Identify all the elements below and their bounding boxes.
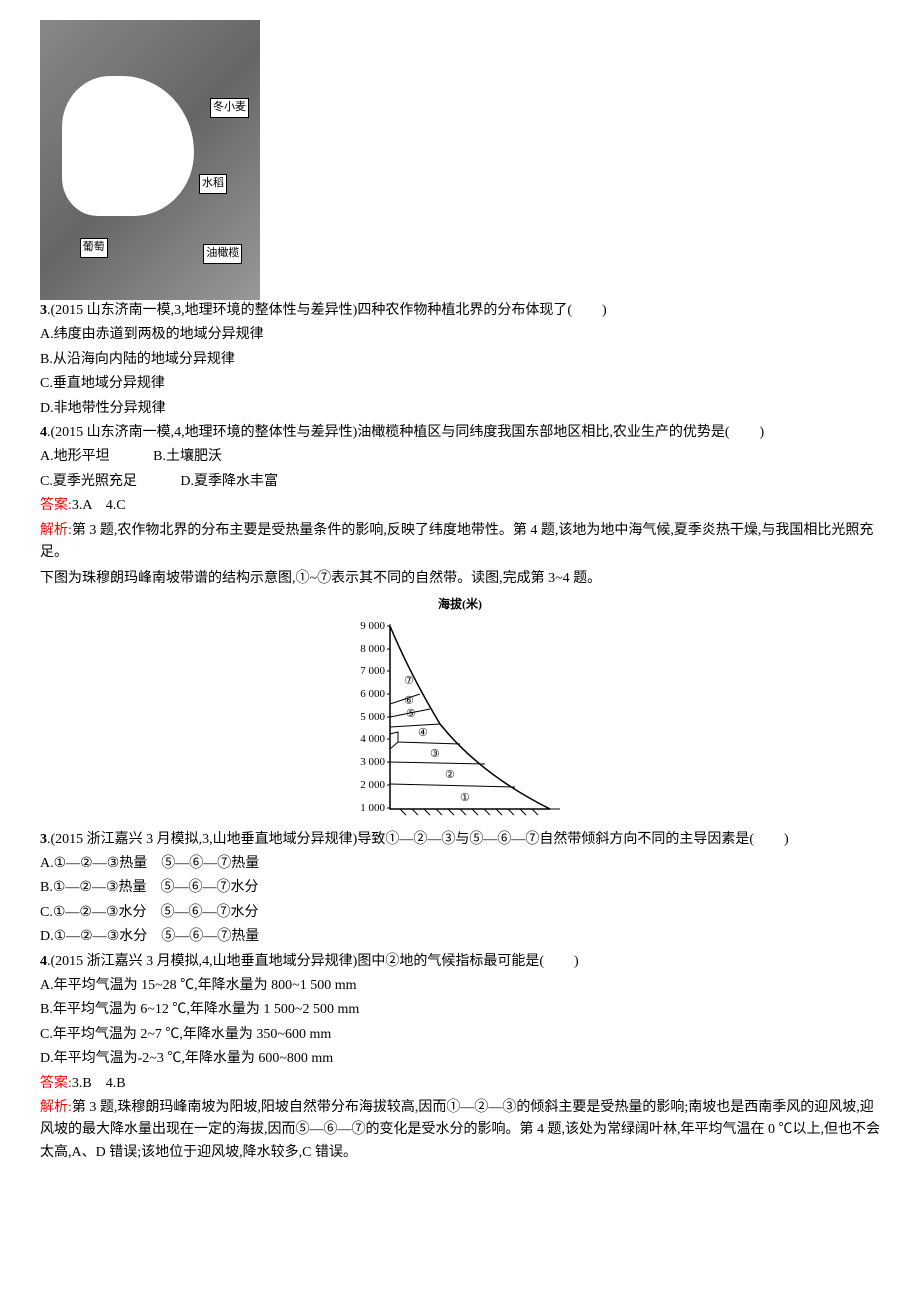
q4a-option-d: D.夏季降水丰富 <box>180 471 278 493</box>
map-label-wheat: 冬小麦 <box>210 98 249 118</box>
answer-block-1: 答案:3.A 4.C <box>40 495 880 517</box>
ytick-3000: 3 000 <box>360 756 385 768</box>
altitude-chart: 海拔(米) 9 000 8 000 7 000 6 000 5 000 4 00… <box>330 595 590 825</box>
q4a-source: (2015 山东济南一模,4,地理环境的整体性与差异性) <box>51 425 358 440</box>
ytick-7000: 7 000 <box>360 665 385 677</box>
q4b-number: 4 <box>40 954 47 969</box>
q3b-source: (2015 浙江嘉兴 3 月模拟,3,山地垂直地域分异规律) <box>51 832 358 847</box>
q3a-option-d: D.非地带性分异规律 <box>40 398 880 420</box>
explain1-label: 解析: <box>40 523 72 538</box>
map-label-rice: 水稻 <box>199 174 227 194</box>
ytick-4000: 4 000 <box>360 733 385 745</box>
ytick-9000: 9 000 <box>360 620 385 632</box>
q4a-stem: 油橄榄种植区与同纬度我国东部地区相比,农业生产的优势是( <box>357 425 729 440</box>
q3a-source: (2015 山东济南一模,3,地理环境的整体性与差异性) <box>51 303 358 318</box>
ytick-2000: 2 000 <box>360 779 385 791</box>
q3a-option-b: B.从沿海向内陆的地域分异规律 <box>40 349 880 371</box>
zone-4: ④ <box>418 727 428 739</box>
map-label-grape: 葡萄 <box>80 238 108 258</box>
explain2-text: 第 3 题,珠穆朗玛峰南坡为阳坡,阳坡自然带分布海拔较高,因而①—②—③的倾斜主… <box>40 1100 880 1160</box>
answer1-label: 答案: <box>40 498 72 513</box>
q4b-stem: 图中②地的气候指标最可能是( <box>357 954 544 969</box>
q4a-options-row1: A.地形平坦 B.土壤肥沃 <box>40 446 880 468</box>
q4b-option-b: B.年平均气温为 6~12 ℃,年降水量为 1 500~2 500 mm <box>40 999 880 1021</box>
q3b-stem-end: ) <box>784 832 789 847</box>
q4a-options-row2: C.夏季光照充足 D.夏季降水丰富 <box>40 471 880 493</box>
zone-5: ⑤ <box>406 708 416 720</box>
q3b-stem: 导致①—②—③与⑤—⑥—⑦自然带倾斜方向不同的主导因素是( <box>357 832 754 847</box>
q4b-option-c: C.年平均气温为 2~7 ℃,年降水量为 350~600 mm <box>40 1024 880 1046</box>
chart-title: 海拔(米) <box>330 595 590 614</box>
ytick-8000: 8 000 <box>360 643 385 655</box>
q3b-option-b: B.①—②—③热量 ⑤—⑥—⑦水分 <box>40 877 880 899</box>
q4b-option-a: A.年平均气温为 15~28 ℃,年降水量为 800~1 500 mm <box>40 975 880 997</box>
q3b-number: 3 <box>40 832 47 847</box>
question-3a: 3.(2015 山东济南一模,3,地理环境的整体性与差异性)四种农作物种植北界的… <box>40 300 880 322</box>
ytick-6000: 6 000 <box>360 688 385 700</box>
ytick-1000: 1 000 <box>360 802 385 814</box>
question-4a: 4.(2015 山东济南一模,4,地理环境的整体性与差异性)油橄榄种植区与同纬度… <box>40 422 880 444</box>
q3b-option-d: D.①—②—③水分 ⑤—⑥—⑦热量 <box>40 926 880 948</box>
q4a-number: 4 <box>40 425 47 440</box>
q4b-stem-end: ) <box>574 954 579 969</box>
intro-text-2: 下图为珠穆朗玛峰南坡带谱的结构示意图,①~⑦表示其不同的自然带。读图,完成第 3… <box>40 568 880 590</box>
zone-7: ⑦ <box>404 675 414 687</box>
answer2-text: 3.B 4.B <box>72 1076 126 1091</box>
q3a-option-a: A.纬度由赤道到两极的地域分异规律 <box>40 324 880 346</box>
zone-1: ① <box>460 792 470 804</box>
ytick-5000: 5 000 <box>360 711 385 723</box>
q4a-option-b: B.土壤肥沃 <box>153 446 222 468</box>
q3a-option-c: C.垂直地域分异规律 <box>40 373 880 395</box>
europe-crop-map: 冬小麦 水稻 葡萄 油橄榄 <box>40 20 260 300</box>
q4a-option-a: A.地形平坦 <box>40 446 110 468</box>
explain-block-2: 解析:第 3 题,珠穆朗玛峰南坡为阳坡,阳坡自然带分布海拔较高,因而①—②—③的… <box>40 1097 880 1164</box>
q4a-stem-end: ) <box>760 425 765 440</box>
zone-2: ② <box>445 769 455 781</box>
answer1-text: 3.A 4.C <box>72 498 126 513</box>
q4a-option-c: C.夏季光照充足 <box>40 471 137 493</box>
q4b-source: (2015 浙江嘉兴 3 月模拟,4,山地垂直地域分异规律) <box>51 954 358 969</box>
explain2-label: 解析: <box>40 1100 72 1115</box>
q3a-number: 3 <box>40 303 47 318</box>
explain1-text: 第 3 题,农作物北界的分布主要是受热量条件的影响,反映了纬度地带性。第 4 题… <box>40 523 873 560</box>
q3b-option-a: A.①—②—③热量 ⑤—⑥—⑦热量 <box>40 853 880 875</box>
zone-6: ⑥ <box>404 695 414 707</box>
q3b-option-c: C.①—②—③水分 ⑤—⑥—⑦水分 <box>40 902 880 924</box>
q3a-stem: 四种农作物种植北界的分布体现了( <box>357 303 572 318</box>
question-3b: 3.(2015 浙江嘉兴 3 月模拟,3,山地垂直地域分异规律)导致①—②—③与… <box>40 829 880 851</box>
question-4b: 4.(2015 浙江嘉兴 3 月模拟,4,山地垂直地域分异规律)图中②地的气候指… <box>40 951 880 973</box>
map-label-olive: 油橄榄 <box>203 244 242 264</box>
explain-block-1: 解析:第 3 题,农作物北界的分布主要是受热量条件的影响,反映了纬度地带性。第 … <box>40 520 880 565</box>
answer-block-2: 答案:3.B 4.B <box>40 1073 880 1095</box>
answer2-label: 答案: <box>40 1076 72 1091</box>
q3a-stem-end: ) <box>602 303 607 318</box>
zone-3: ③ <box>430 748 440 760</box>
q4b-option-d: D.年平均气温为-2~3 ℃,年降水量为 600~800 mm <box>40 1048 880 1070</box>
altitude-chart-svg: 9 000 8 000 7 000 6 000 5 000 4 000 3 00… <box>340 614 580 824</box>
